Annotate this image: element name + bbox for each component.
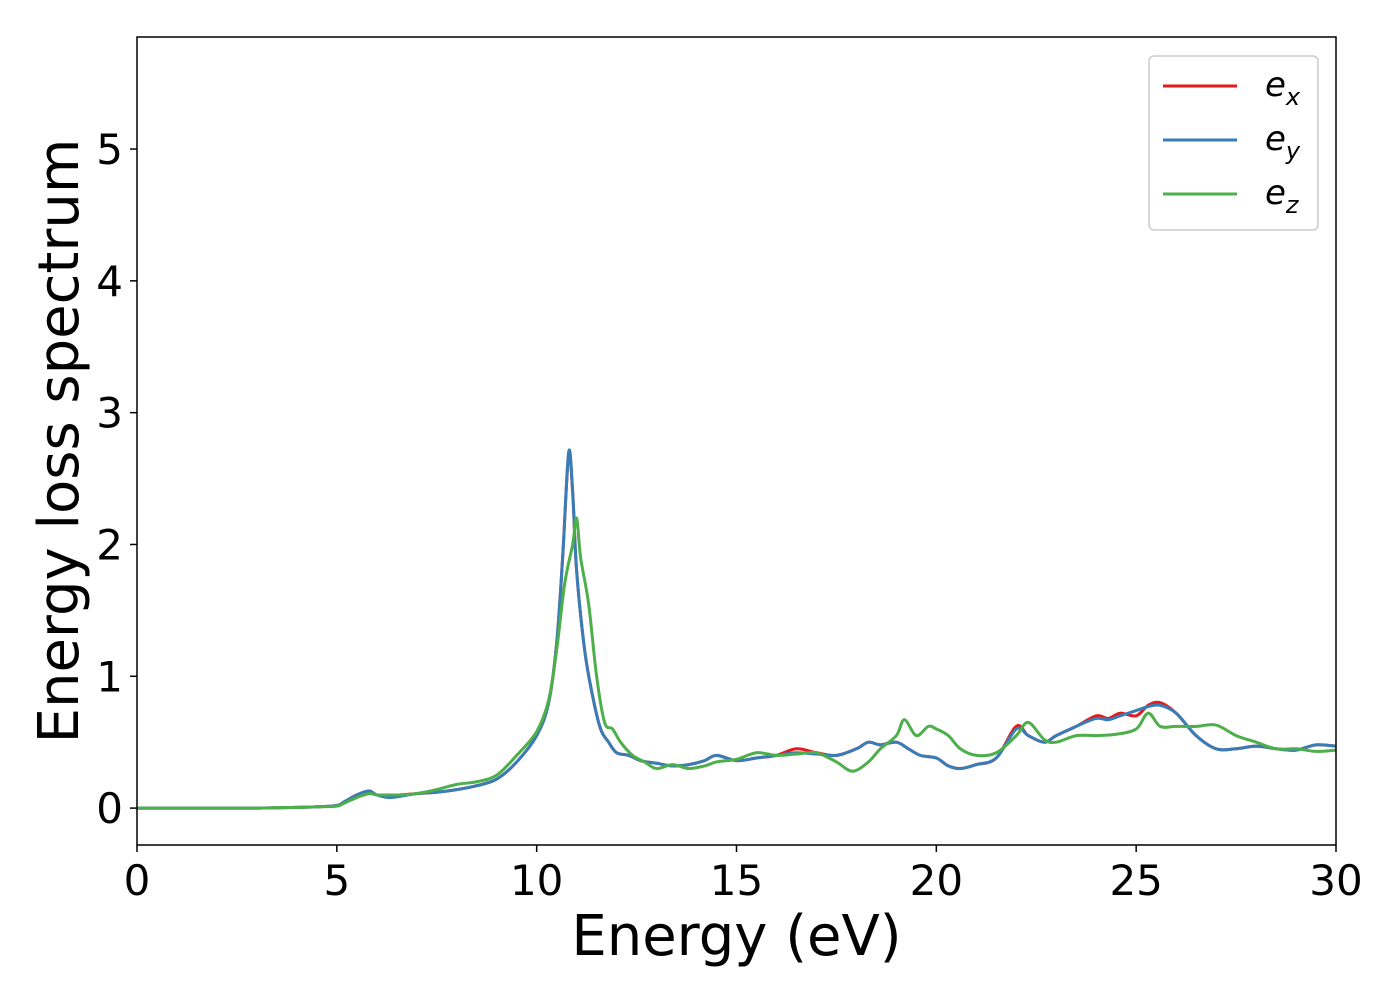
legend-box xyxy=(1148,55,1319,231)
x-tick-label: 0 xyxy=(124,856,151,905)
y-tick-label: 1 xyxy=(96,652,123,701)
x-tick-label: 30 xyxy=(1309,856,1362,905)
x-tick-label: 10 xyxy=(510,856,563,905)
x-axis-label: Energy (eV) xyxy=(571,904,901,969)
series-line-x xyxy=(137,450,1336,810)
x-tick-label: 25 xyxy=(1109,856,1162,905)
legend-label-y: ey xyxy=(1265,119,1301,165)
legend: ex ey ez xyxy=(1148,55,1319,231)
y-tick-label: 5 xyxy=(96,125,123,174)
y-axis-ticks: 0 1 2 3 4 5 xyxy=(96,125,137,833)
y-tick-label: 3 xyxy=(96,389,123,438)
legend-label-x: ex xyxy=(1265,65,1301,111)
series-line-z xyxy=(137,516,1336,810)
legend-label-z: ez xyxy=(1265,173,1300,219)
y-tick-label: 4 xyxy=(96,257,123,306)
y-tick-label: 0 xyxy=(96,784,123,833)
x-axis-ticks: 0 5 10 15 20 25 30 xyxy=(124,845,1363,905)
y-axis-label: Energy loss spectrum xyxy=(27,139,92,744)
series-lines xyxy=(137,448,1336,810)
x-tick-label: 5 xyxy=(323,856,350,905)
y-tick-label: 2 xyxy=(96,520,123,569)
series-line-y xyxy=(137,448,1336,810)
x-tick-label: 20 xyxy=(910,856,963,905)
x-tick-label: 15 xyxy=(710,856,763,905)
